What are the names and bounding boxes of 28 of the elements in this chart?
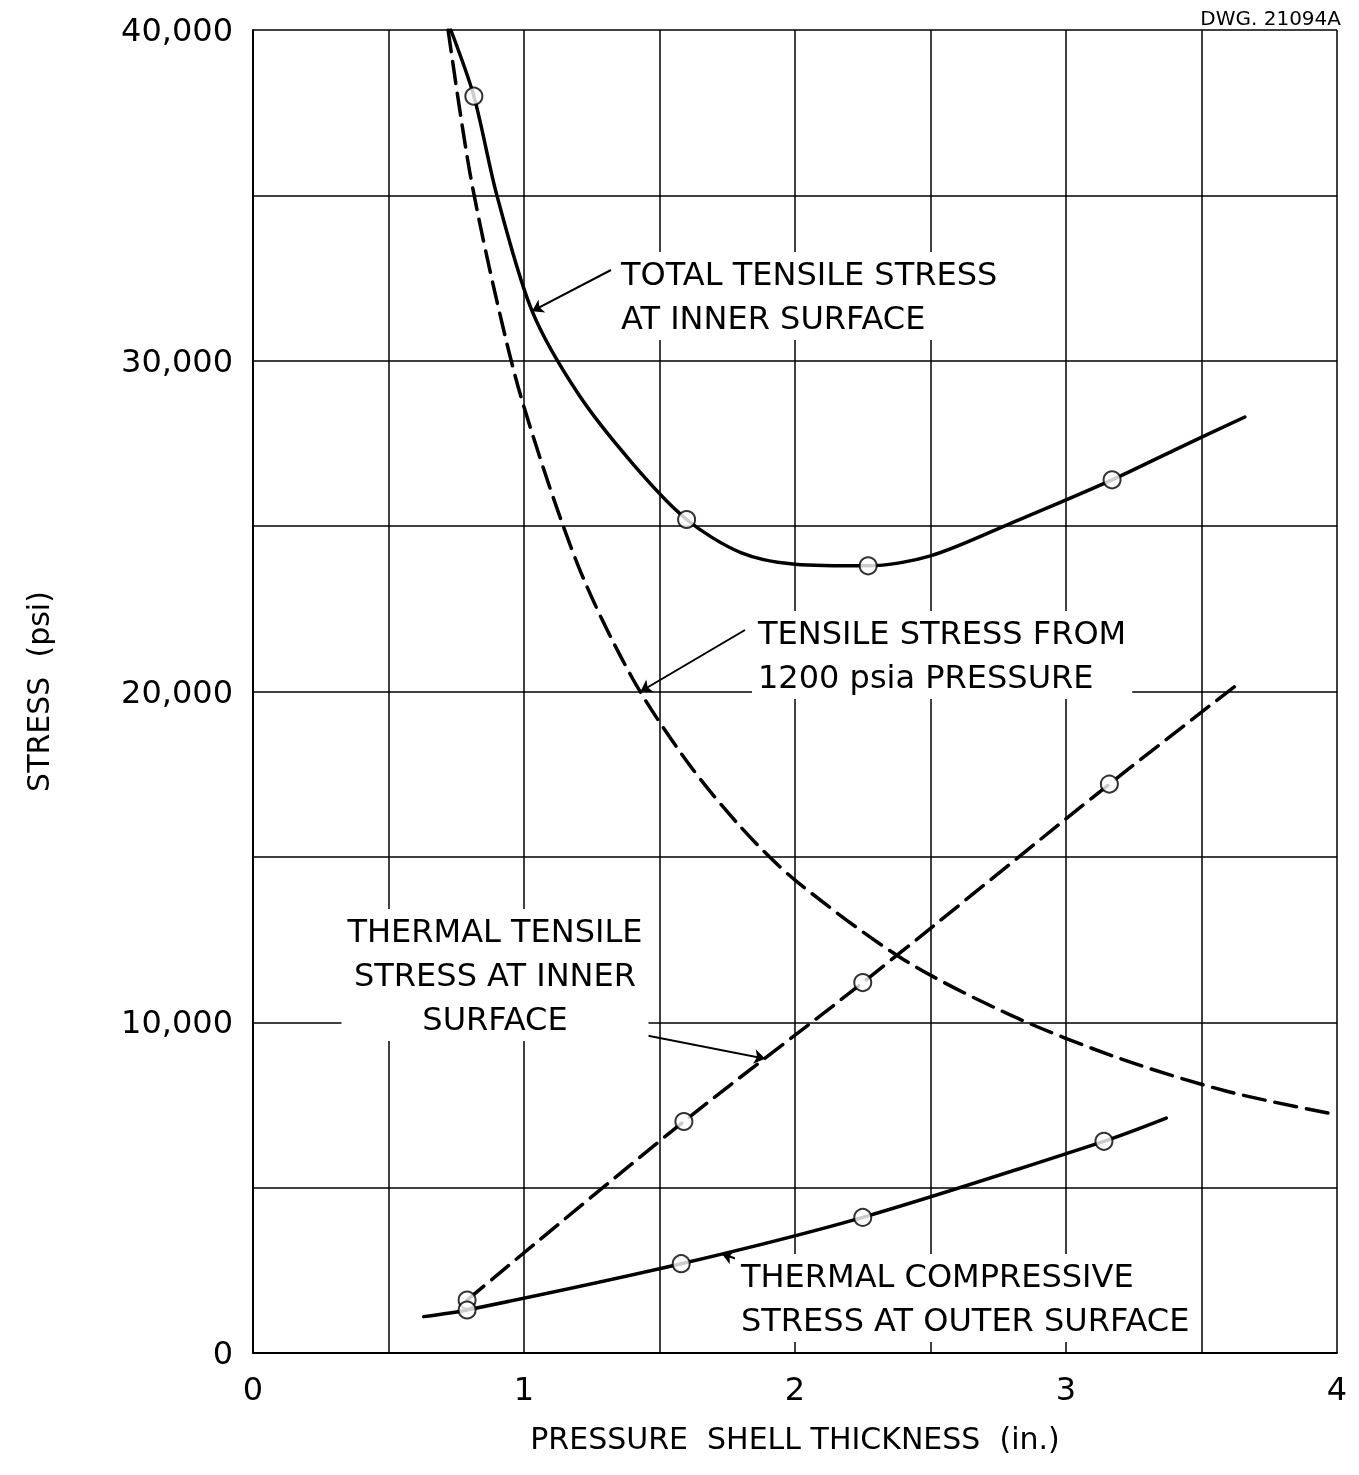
y-axis-title: STRESS (psi) [20,591,56,792]
y-tick-label: 0 [212,1334,233,1372]
point [1099,774,1119,794]
text: DWG. 21094A [1200,6,1342,30]
x-tick-label: 2 [784,1370,806,1408]
point [1102,470,1122,490]
x-tick-label: 4 [1326,1370,1348,1408]
annotation: THERMAL COMPRESSIVE STRESS AT OUTER SURFACE [740,1257,1190,1339]
point [853,973,873,993]
y-tick-label: 10,000 [121,1003,233,1042]
point [674,1111,694,1131]
point [1094,1131,1114,1151]
y-tick-label: 40,000 [121,11,233,49]
x-tick-label: 0 [242,1370,264,1408]
annotation: TENSILE STRESS FROM 1200 psia PRESSURE [757,614,1127,696]
x-axis-title: PRESSURE SHELL THICKNESS (in.) [530,1420,1060,1456]
point [858,556,878,576]
y-tick-label: 30,000 [121,341,233,380]
annotation: THERMAL TENSILE STRESS AT INNER SURFACE [346,912,643,1038]
x-tick-label: 1 [513,1370,535,1408]
x-tick-label: 3 [1055,1370,1077,1408]
y-tick-label: 20,000 [121,672,233,711]
annotation: TOTAL TENSILE STRESS AT INNER SURFACE [620,255,998,337]
point [671,1254,691,1274]
point [853,1207,873,1227]
point [677,510,697,530]
point [464,86,484,106]
point [457,1300,477,1320]
